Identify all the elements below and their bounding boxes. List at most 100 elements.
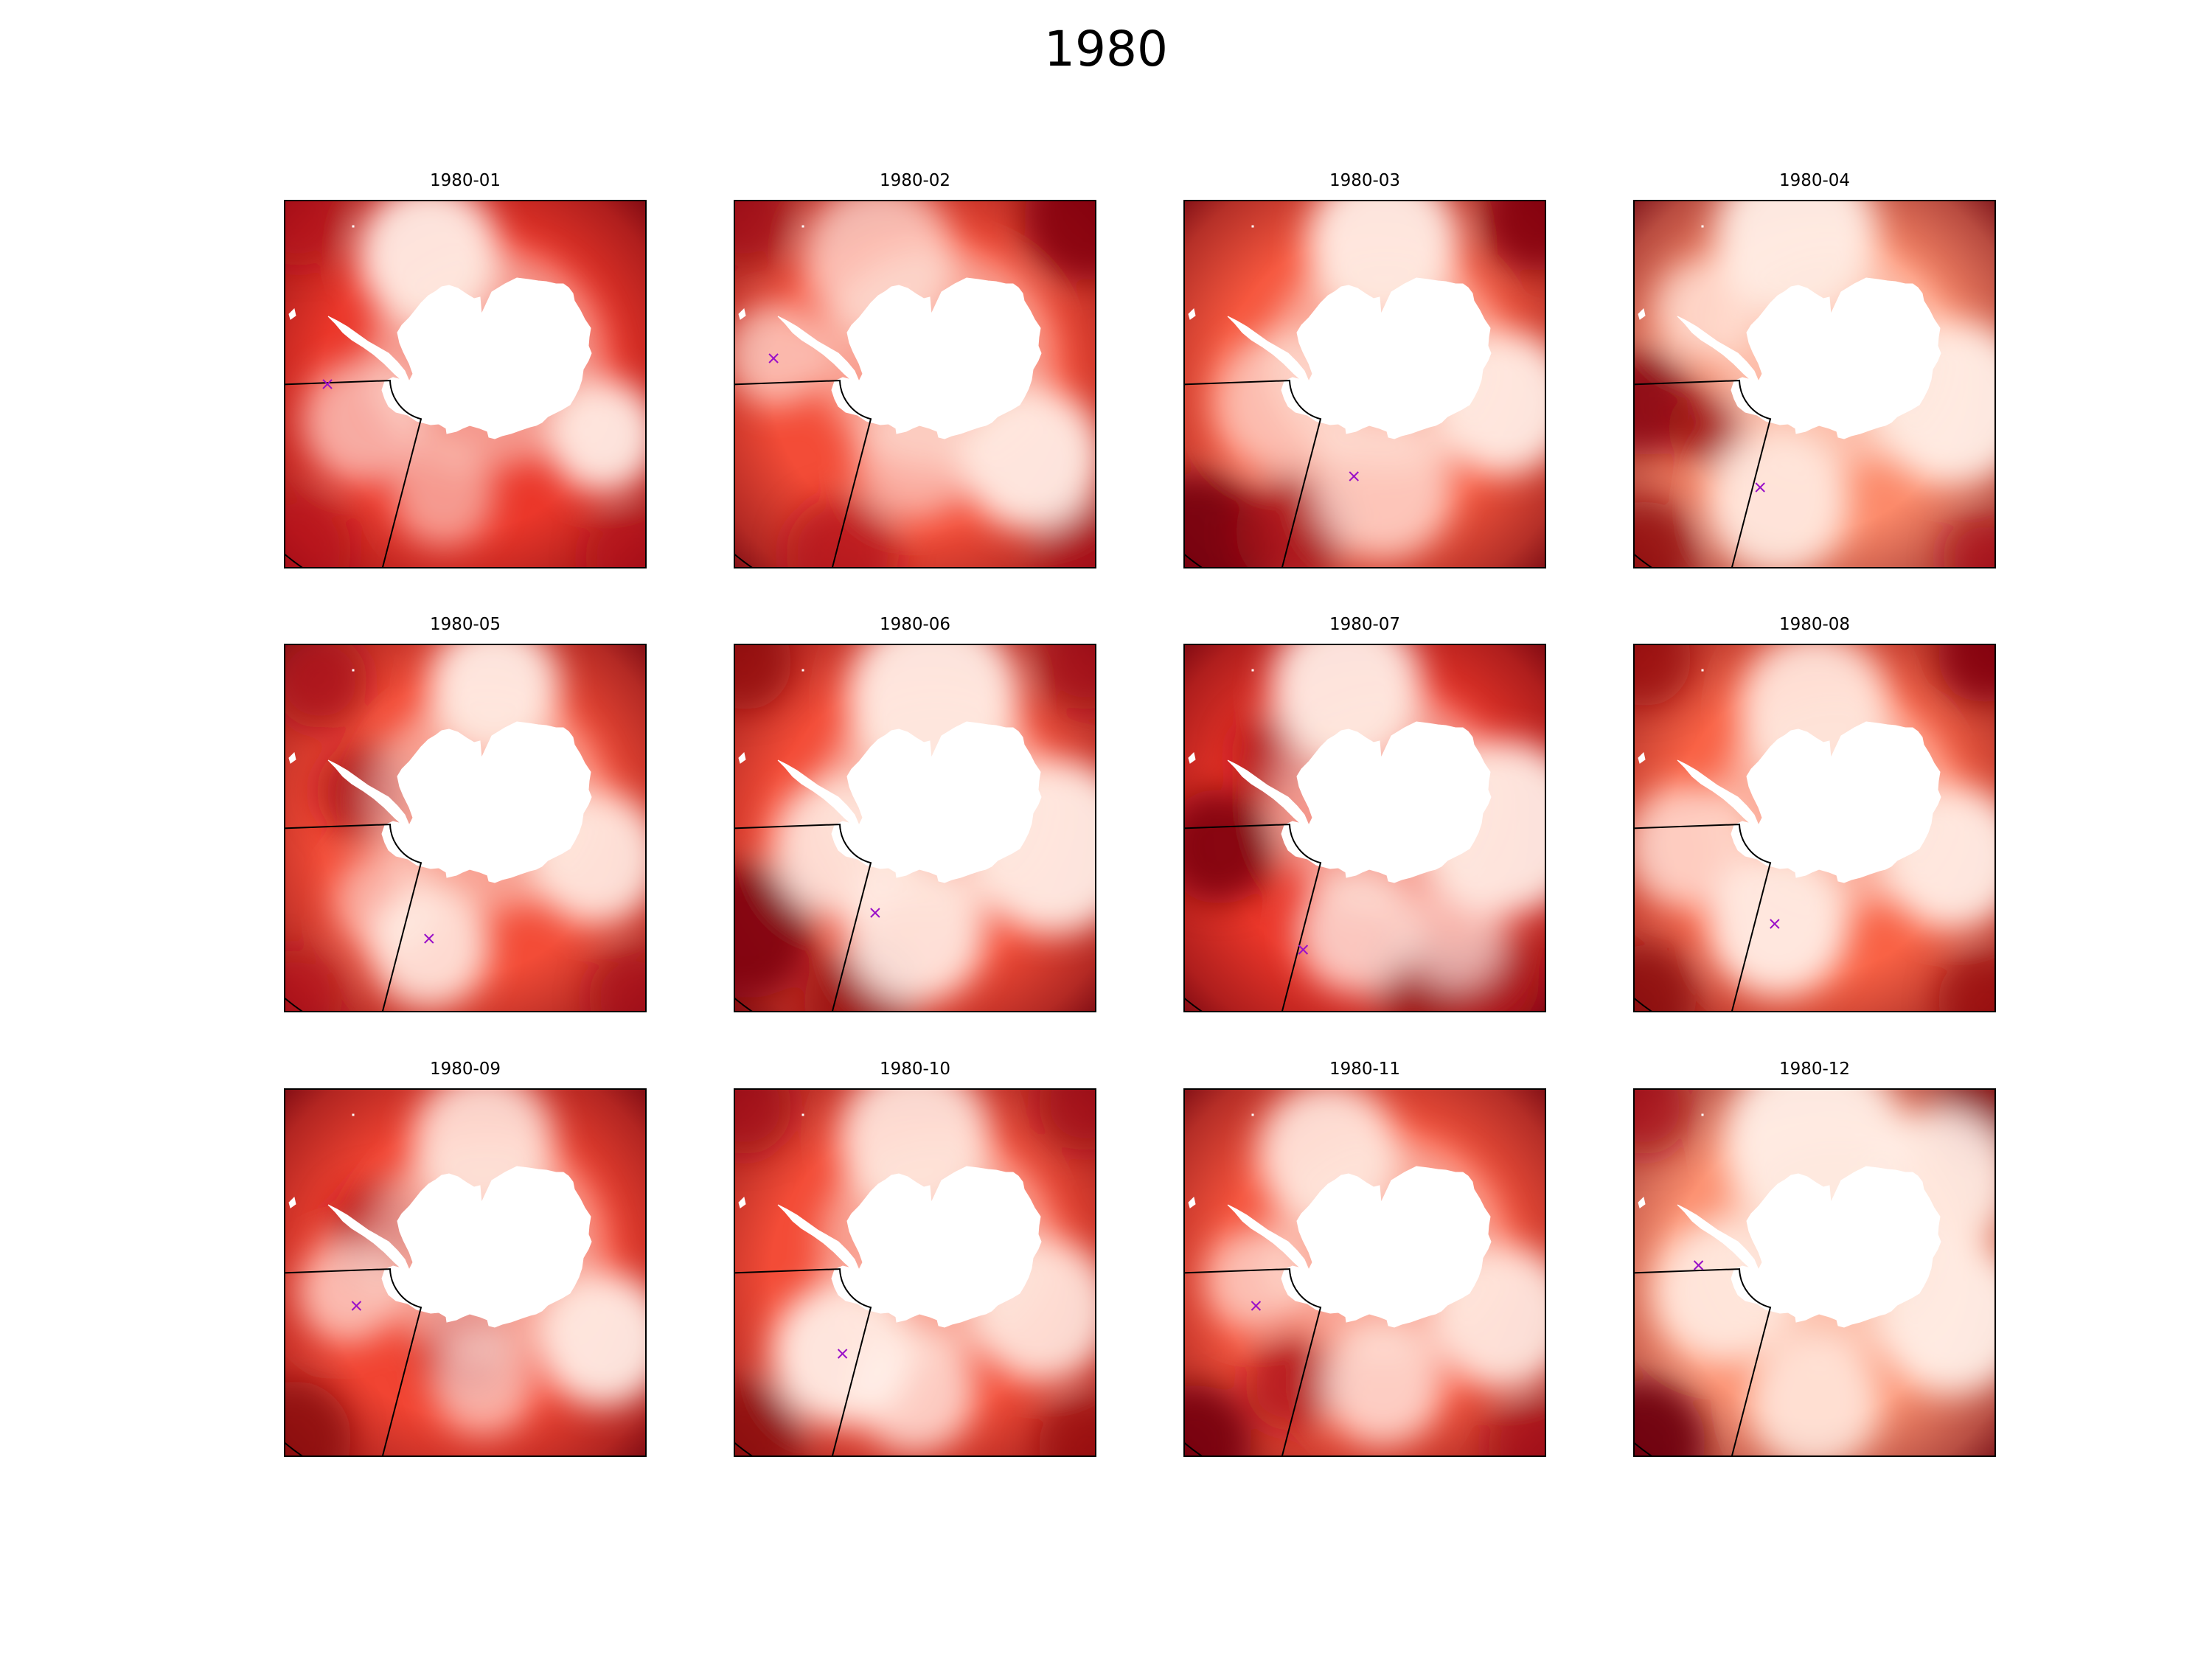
map-panel: 1980-03 [1183,173,1546,568]
sector-outline [1633,380,1772,568]
antarctica-landmass [831,721,1042,883]
location-marker [1251,1301,1262,1311]
high-value-region [1668,390,1744,467]
antarctic-peninsula [327,759,410,826]
location-marker [322,379,333,389]
island-landmass [1188,752,1196,764]
island-landmass [288,1197,296,1208]
sector-outline [734,1268,872,1457]
axes-frame [734,644,1096,1012]
sector-outline [1183,824,1322,1012]
high-value-region [734,200,792,266]
low-value-region [1405,887,1506,990]
map-panel: 1980-10 [734,1061,1096,1457]
map-panel: 1980-04 [1633,173,1996,568]
antarctica-landmass [1281,1166,1492,1328]
low-value-region [432,1332,535,1435]
high-value-region [1183,789,1276,904]
antarctica-landmass [1731,721,1941,883]
island-landmass [288,308,296,320]
high-value-region [284,644,368,728]
antarctica-landmass [1281,721,1492,883]
contour-map [1183,644,1546,1012]
island-landmass [801,225,804,228]
island-landmass [738,308,746,320]
axes-frame [284,200,647,568]
contour-map [284,200,647,568]
sector-outline [1183,380,1322,568]
high-value-region [585,509,647,568]
panel-title: 1980-08 [1778,615,1851,634]
panel-title: 1980-05 [429,615,501,634]
contour-map [734,200,1096,568]
island-landmass [1638,752,1646,764]
map-panel: 1980-12 [1633,1061,1996,1457]
map-panel: 1980-09 [284,1061,647,1457]
panel-title: 1980-12 [1778,1060,1851,1079]
axes-frame [1183,200,1546,568]
high-value-region [284,1381,352,1457]
panel-title: 1980-02 [879,171,951,190]
axes-frame [1633,200,1996,568]
antarctic-peninsula [1227,759,1310,826]
high-value-region [1483,200,1546,271]
antarctica-landmass [381,1166,592,1328]
island-landmass [1251,225,1254,228]
island-landmass [288,752,296,764]
sector-outline [1633,824,1772,1012]
location-marker [1770,919,1780,929]
sector-outline [284,380,422,568]
island-landmass [352,225,355,228]
sector-outline [1183,1268,1322,1457]
antarctica-landmass [1731,277,1941,439]
low-value-region [392,443,495,546]
map-panel: 1980-06 [734,616,1096,1012]
high-value-region [284,200,346,266]
sector-outline [284,1268,422,1457]
sector-outline [734,380,872,568]
axes-frame [284,1088,647,1457]
panel-title: 1980-10 [879,1060,951,1079]
island-landmass [801,1113,804,1116]
antarctica-landmass [1281,277,1492,439]
location-marker [1349,471,1359,481]
antarctic-peninsula [1227,316,1310,382]
high-value-region [1024,200,1096,281]
low-value-region [734,303,828,406]
island-landmass [1701,669,1704,672]
contour-map [1183,200,1546,568]
location-marker [424,933,434,944]
antarctic-peninsula [777,759,860,826]
panel-title: 1980-09 [429,1060,501,1079]
low-value-region [1748,1335,1881,1457]
high-value-region [1183,1385,1251,1457]
island-landmass [738,752,746,764]
high-value-region [1942,514,1996,568]
island-landmass [1188,308,1196,320]
antarctica-landmass [1731,1166,1941,1328]
island-landmass [738,1197,746,1208]
high-value-region [1633,945,1697,1012]
contour-map [284,1088,647,1457]
contour-map [1633,200,1996,568]
low-value-region [854,1329,976,1453]
high-value-region [1245,1335,1340,1431]
panel-title: 1980-06 [879,615,951,634]
high-value-region [1938,644,1996,703]
contour-map [1633,644,1996,1012]
antarctica-landmass [381,721,592,883]
panel-title: 1980-01 [429,171,501,190]
antarctic-peninsula [1677,1204,1759,1270]
contour-map [1183,1088,1546,1457]
high-value-region [284,493,352,568]
high-value-region [1633,501,1697,568]
high-value-region [588,950,647,1012]
antarctic-peninsula [777,316,860,382]
location-marker [351,1301,362,1311]
panel-title: 1980-07 [1329,615,1401,634]
island-landmass [352,1113,355,1116]
antarctic-peninsula [327,316,410,382]
axes-frame [1633,1088,1996,1457]
map-panel: 1980-11 [1183,1061,1546,1457]
map-panel: 1980-07 [1183,616,1546,1012]
